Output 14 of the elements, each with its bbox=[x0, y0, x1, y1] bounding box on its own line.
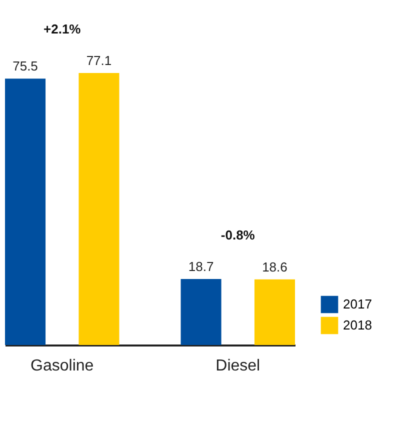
data-label: 77.1 bbox=[86, 53, 112, 68]
bar bbox=[78, 73, 120, 345]
text: +2.1% bbox=[44, 21, 82, 36]
bar bbox=[254, 279, 295, 345]
bar bbox=[180, 279, 222, 345]
data-label: 75.5 bbox=[12, 58, 38, 74]
legend-label: 2017 bbox=[343, 296, 372, 312]
data-label: 18.7 bbox=[188, 259, 214, 274]
bar bbox=[5, 78, 46, 345]
x-tick-label: Diesel bbox=[216, 358, 260, 374]
legend-label: 2018 bbox=[343, 318, 372, 332]
data-label: 18.6 bbox=[262, 259, 288, 274]
x-tick-label: Gasoline bbox=[30, 358, 94, 374]
annotation: -0.8% bbox=[220, 228, 256, 243]
